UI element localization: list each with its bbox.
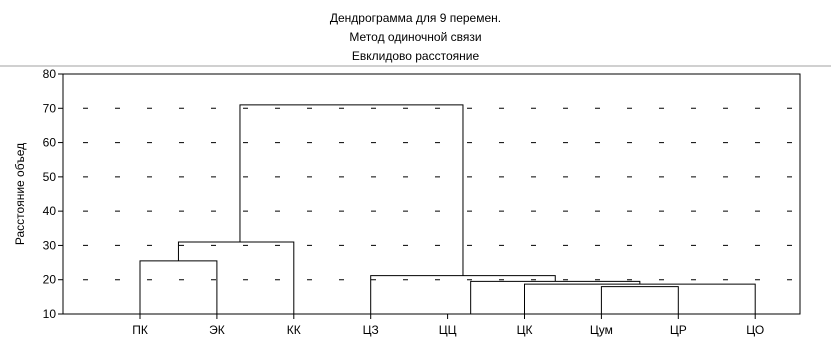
merge-link-7	[239, 104, 464, 276]
leaf-label: ЦР	[670, 323, 687, 337]
dendrogram-links	[139, 104, 756, 314]
y-tick-label: 40	[43, 204, 57, 218]
leaf-label: ЦК	[517, 323, 533, 337]
y-axis-ticks: 10 20 30 40 50 60 70 80	[43, 67, 63, 321]
chart-subtitle-method: Метод одиночной связи	[349, 30, 482, 44]
merge-link-4	[524, 283, 756, 314]
y-tick-label: 30	[43, 238, 57, 252]
y-tick-label: 60	[43, 136, 57, 150]
leaf-label: ЭК	[209, 323, 225, 337]
leaf-label: ПК	[132, 323, 148, 337]
leaf-label: ЦО	[746, 323, 764, 337]
y-tick-label: 50	[43, 170, 57, 184]
merge-link-5	[470, 280, 641, 314]
leaf-label: ЦЗ	[363, 323, 379, 337]
plot-frame	[62, 73, 801, 315]
chart-subtitle-distance: Евклидово расстояние	[351, 49, 480, 63]
y-tick-label: 80	[43, 67, 57, 81]
y-tick-label: 70	[43, 101, 57, 115]
leaf-label: КК	[287, 323, 301, 337]
merge-link-1	[139, 260, 218, 314]
chart-title: Дендрограмма для 9 перемен.	[329, 11, 502, 25]
leaf-label: ЦЦ	[439, 323, 457, 337]
x-axis-ticks: ПК ЭК КК ЦЗ ЦЦ ЦК Цум ЦР ЦО	[132, 314, 764, 337]
y-tick-label: 10	[43, 307, 57, 321]
grid-lines	[63, 107, 800, 281]
merge-link-2	[177, 241, 295, 314]
leaf-label: Цум	[590, 323, 613, 337]
y-tick-label: 20	[43, 273, 57, 287]
y-axis-label: Расстояние объед	[13, 143, 27, 245]
merge-link-3	[600, 286, 679, 314]
